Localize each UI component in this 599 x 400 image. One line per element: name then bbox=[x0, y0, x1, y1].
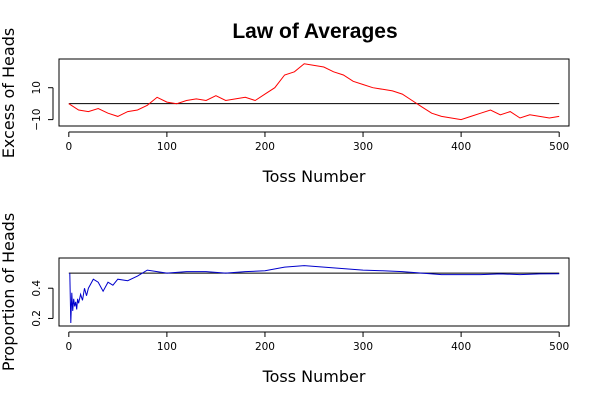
x-tick-label: 0 bbox=[65, 341, 72, 353]
x-tick-label: 500 bbox=[549, 141, 569, 153]
x-axis: 0 100 200 300 400 500 bbox=[65, 131, 569, 153]
x-tick-label: 300 bbox=[353, 341, 373, 353]
proportion-of-heads-panel: 0 100 200 300 400 500 0.2 0.4 Toss Number Prop… bbox=[0, 213, 570, 386]
y-tick-label: 10 bbox=[31, 81, 43, 94]
x-axis-title: Toss Number bbox=[262, 167, 366, 186]
y-tick-label: −10 bbox=[31, 109, 43, 131]
x-tick-label: 400 bbox=[451, 141, 471, 153]
y-tick-label: 0.4 bbox=[31, 280, 43, 297]
x-tick-label: 100 bbox=[157, 141, 177, 153]
x-axis-title: Toss Number bbox=[262, 367, 366, 386]
x-tick-label: 200 bbox=[255, 341, 275, 353]
plot-frame bbox=[58, 257, 570, 327]
series-line bbox=[69, 265, 560, 324]
plot-frame bbox=[58, 58, 570, 127]
x-tick-label: 0 bbox=[65, 141, 72, 153]
x-tick-label: 400 bbox=[451, 341, 471, 353]
y-tick-label: 0.2 bbox=[31, 310, 43, 327]
excess-of-heads-panel: 0 100 200 300 400 500 −10 10 Toss Number Exces… bbox=[0, 28, 570, 186]
series-line bbox=[68, 63, 560, 121]
y-axis: 0.2 0.4 bbox=[31, 280, 54, 327]
y-axis-title: Excess of Heads bbox=[0, 28, 18, 158]
y-axis: −10 10 bbox=[31, 81, 54, 131]
x-tick-label: 200 bbox=[255, 141, 275, 153]
x-tick-label: 500 bbox=[549, 341, 569, 353]
x-axis: 0 100 200 300 400 500 bbox=[65, 331, 569, 353]
x-tick-label: 100 bbox=[157, 341, 177, 353]
x-tick-label: 300 bbox=[353, 141, 373, 153]
y-axis-title: Proportion of Heads bbox=[0, 213, 18, 371]
figure-title: Law of Averages bbox=[232, 20, 397, 43]
